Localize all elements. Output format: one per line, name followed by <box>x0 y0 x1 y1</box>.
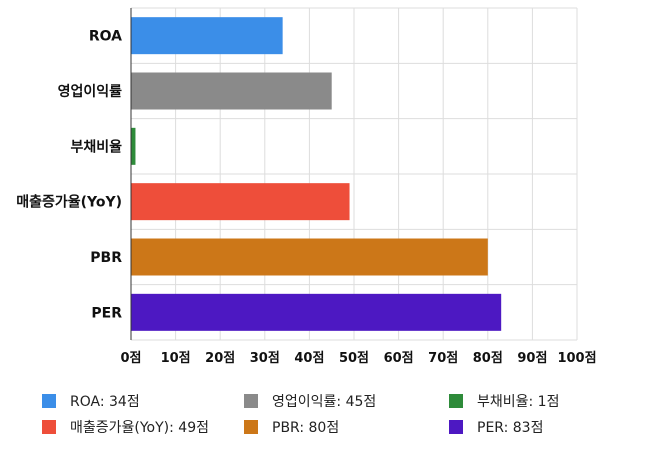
x-tick-label: 30점 <box>250 351 280 366</box>
legend-swatch <box>449 394 463 408</box>
x-tick-label: 40점 <box>294 351 324 366</box>
x-tick-label: 0점 <box>120 351 141 366</box>
legend-label: 부채비율: 1점 <box>477 394 559 410</box>
bar <box>131 183 350 221</box>
x-tick-label: 10점 <box>161 351 191 366</box>
x-tick-label: 90점 <box>517 351 547 366</box>
legend-swatch <box>449 420 463 434</box>
category-label: 영업이익률 <box>58 83 123 100</box>
legend-swatch <box>244 420 258 434</box>
x-tick-label: 20점 <box>205 351 235 366</box>
legend-label: ROA: 34점 <box>70 394 140 410</box>
category-label: 매출증가율(YoY) <box>16 194 122 211</box>
x-tick-label: 100점 <box>557 351 596 366</box>
bar <box>131 238 488 276</box>
legend-swatch <box>42 420 56 434</box>
legend-label: 매출증가율(YoY): 49점 <box>70 420 209 436</box>
legend-label: PBR: 80점 <box>272 420 339 436</box>
category-label: PBR <box>90 250 122 266</box>
x-tick-label: 50점 <box>339 351 369 366</box>
x-tick-label: 80점 <box>473 351 503 366</box>
bar <box>131 127 136 165</box>
x-tick-label: 70점 <box>428 351 458 366</box>
legend-label: PER: 83점 <box>477 420 543 436</box>
bar <box>131 72 332 110</box>
legend-swatch <box>244 394 258 408</box>
category-label: 부채비율 <box>70 138 122 155</box>
bar <box>131 293 502 331</box>
category-label: ROA <box>89 29 122 45</box>
bar <box>131 17 283 55</box>
legend-swatch <box>42 394 56 408</box>
legend-label: 영업이익률: 45점 <box>272 394 376 410</box>
category-label: PER <box>91 305 122 321</box>
x-tick-label: 60점 <box>384 351 414 366</box>
